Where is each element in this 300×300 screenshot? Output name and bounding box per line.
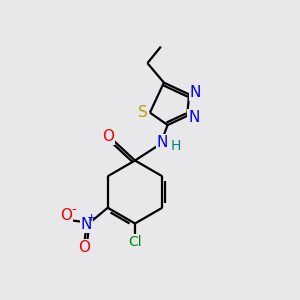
Text: O: O <box>103 129 115 144</box>
Text: N: N <box>188 110 200 125</box>
Text: N: N <box>80 217 92 232</box>
Text: N: N <box>190 85 201 100</box>
Text: Cl: Cl <box>128 235 142 248</box>
Text: O: O <box>79 240 91 255</box>
Text: O: O <box>60 208 72 223</box>
Text: S: S <box>138 105 148 120</box>
Text: -: - <box>72 203 76 216</box>
Text: +: + <box>87 213 96 223</box>
Text: N: N <box>156 135 168 150</box>
Text: H: H <box>171 140 181 153</box>
